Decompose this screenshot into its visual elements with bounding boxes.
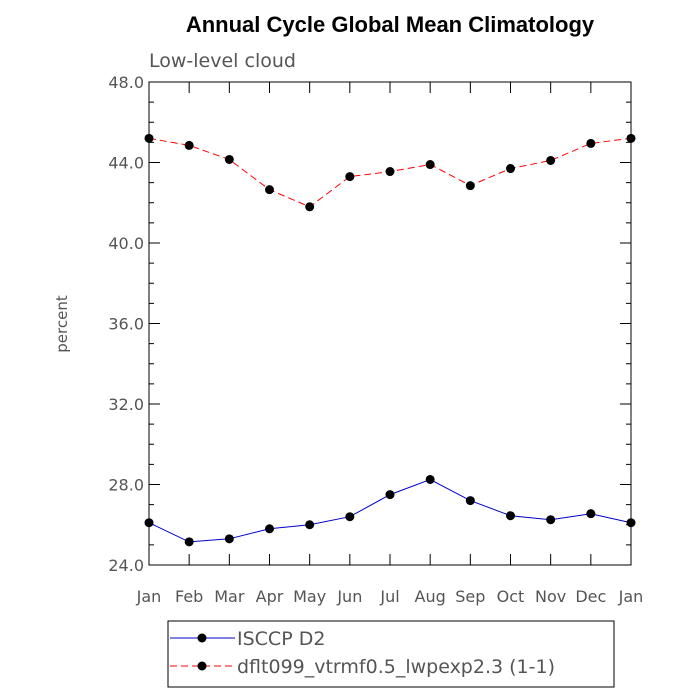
y-tick-label: 44.0 <box>108 154 144 173</box>
x-tick-label: Aug <box>415 587 446 606</box>
data-point-series-1 <box>265 185 274 195</box>
data-point-series-0 <box>345 512 355 522</box>
data-point-series-1 <box>626 133 636 143</box>
x-tick-label: Jun <box>336 587 362 606</box>
legend-marker-model <box>197 661 207 671</box>
data-point-series-0 <box>184 537 194 547</box>
x-tick-label: Nov <box>535 587 566 606</box>
x-tick-label: May <box>293 587 326 606</box>
x-tick-label: Oct <box>497 587 525 606</box>
x-tick-label: Dec <box>575 587 606 606</box>
y-tick-label: 40.0 <box>108 234 144 253</box>
data-point-series-0 <box>265 524 274 534</box>
data-point-series-1 <box>224 154 234 164</box>
legend-label-model: dflt099_vtrmf0.5_lwpexp2.3 (1-1) <box>237 656 555 678</box>
data-point-series-0 <box>224 534 234 544</box>
x-tick-label: Sep <box>455 587 485 606</box>
legend-label-isccp: ISCCP D2 <box>237 628 325 650</box>
data-point-series-0 <box>465 496 475 506</box>
series-layer <box>144 133 636 547</box>
data-point-series-1 <box>506 164 515 174</box>
chart-title: Annual Cycle Global Mean Climatology <box>186 12 595 37</box>
data-point-series-1 <box>184 140 194 150</box>
data-point-series-0 <box>425 474 435 484</box>
y-tick-label: 36.0 <box>108 315 144 334</box>
data-point-series-0 <box>506 511 515 521</box>
y-tick-label: 48.0 <box>108 73 144 92</box>
legend-box <box>167 620 615 688</box>
x-tick-label: Feb <box>175 587 203 606</box>
data-point-series-1 <box>586 138 596 148</box>
data-point-series-1 <box>465 181 475 191</box>
x-tick-label: Jan <box>136 587 162 606</box>
y-tick-label: 24.0 <box>108 556 144 575</box>
data-point-series-0 <box>626 518 636 528</box>
legend-marker-isccp <box>197 633 207 643</box>
data-point-series-1 <box>425 160 435 170</box>
y-tick-label: 32.0 <box>108 395 144 414</box>
x-tick-label: Mar <box>214 587 245 606</box>
legend: ISCCP D2 dflt099_vtrmf0.5_lwpexp2.3 (1-1… <box>167 620 615 688</box>
data-point-series-1 <box>546 155 556 165</box>
x-tick-label: Jul <box>379 587 399 606</box>
data-point-series-1 <box>305 202 315 212</box>
chart-subtitle: Low-level cloud <box>149 50 296 72</box>
data-point-series-1 <box>385 167 395 177</box>
x-tick-label: Jan <box>618 587 644 606</box>
data-point-series-1 <box>144 133 154 143</box>
data-point-series-0 <box>144 518 154 528</box>
x-tick-label: Apr <box>256 587 284 606</box>
data-point-series-0 <box>586 509 596 519</box>
data-point-series-0 <box>385 490 395 500</box>
data-point-series-0 <box>305 520 315 530</box>
series-line-0 <box>148 478 632 543</box>
ticks-layer: 24.0 28.0 32.0 36.0 40.0 44.0 48.0 Jan Feb Mar Apr… <box>108 73 643 606</box>
data-point-series-1 <box>345 172 355 182</box>
y-axis-label: percent <box>53 295 71 353</box>
y-tick-label: 28.0 <box>108 476 144 495</box>
data-point-series-0 <box>546 515 556 525</box>
